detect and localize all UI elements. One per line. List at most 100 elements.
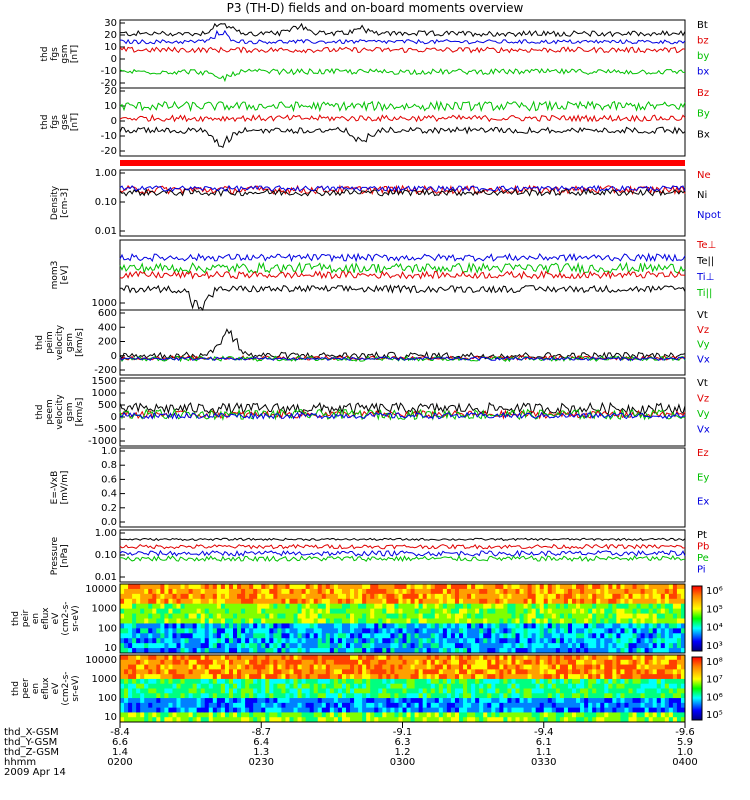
spectrogram-cell xyxy=(168,638,173,644)
spectrogram-cell xyxy=(559,669,565,675)
spectrogram-cell xyxy=(390,683,395,689)
spectrogram-cell xyxy=(531,698,537,704)
spectrogram-cell xyxy=(430,678,436,685)
spectrogram-cell xyxy=(680,702,686,709)
spectrogram-cell xyxy=(136,717,141,723)
spectrogram-cell xyxy=(463,588,468,595)
spectrogram-cell xyxy=(370,707,375,713)
spectrogram-cell xyxy=(644,659,650,666)
spectrogram-cell xyxy=(245,655,250,661)
spectrogram-cell xyxy=(273,702,278,709)
spectrogram-cell xyxy=(652,633,658,639)
spectrogram-cell xyxy=(200,613,206,619)
spectrogram-cell xyxy=(515,683,521,689)
spectrogram-cell xyxy=(289,588,295,595)
spectrogram-cell xyxy=(499,664,504,670)
spectrogram-cell xyxy=(426,698,432,704)
spectrogram-cell xyxy=(220,712,226,718)
spectrogram-cell xyxy=(608,717,613,723)
spectrogram-cell xyxy=(350,593,355,600)
spectrogram-cell xyxy=(354,613,359,619)
spectrogram-cell xyxy=(265,648,270,654)
spectrogram-cell xyxy=(636,598,642,605)
spectrogram-cell xyxy=(180,593,186,600)
spectrogram-cell xyxy=(370,618,375,624)
spectrogram-cell xyxy=(160,693,165,699)
spectrogram-cell xyxy=(559,688,565,694)
spectrogram-cell xyxy=(176,683,182,689)
spectrogram-cell xyxy=(495,633,500,639)
spectrogram-cell xyxy=(471,584,476,590)
spectrogram-cell xyxy=(212,608,218,615)
spectrogram-cell xyxy=(285,717,290,723)
spectrogram-cell xyxy=(450,618,456,624)
spectrogram-cell xyxy=(563,603,569,610)
spectrogram-cell xyxy=(612,655,617,661)
spectrogram-cell xyxy=(503,584,508,590)
spectrogram-cell xyxy=(350,712,355,718)
spectrogram-cell xyxy=(273,707,278,713)
spectrogram-cell xyxy=(390,643,395,649)
spectrogram-cell xyxy=(341,698,347,704)
spectrogram-cell xyxy=(511,628,516,634)
spectrogram-cell xyxy=(325,628,331,634)
spectrogram-cell xyxy=(410,712,416,718)
spectrogram-cell xyxy=(374,638,379,644)
spectrogram-cell xyxy=(652,593,658,600)
spectrogram-cell xyxy=(664,717,670,723)
spectrogram-cell xyxy=(459,678,464,685)
spectrogram-cell xyxy=(160,613,165,619)
spectrogram-cell xyxy=(233,664,238,670)
x-row-label: thd_X-GSM xyxy=(4,727,59,738)
spectrogram-cell xyxy=(555,618,561,624)
spectrogram-cell xyxy=(459,623,464,629)
spectrogram-cell xyxy=(410,674,416,680)
spectrogram-cell xyxy=(228,613,234,619)
y-tick-label: -500 xyxy=(94,424,117,435)
spectrogram-cell xyxy=(200,688,206,694)
spectrogram-cell xyxy=(576,588,581,595)
spectrogram-cell xyxy=(176,633,182,639)
spectrogram-cell xyxy=(305,693,311,699)
series-line-Te xyxy=(120,284,686,312)
spectrogram-cell xyxy=(281,588,286,595)
spectrogram-cell xyxy=(273,659,278,666)
spectrogram-cell xyxy=(608,702,613,709)
spectrogram-cell xyxy=(253,598,258,605)
spectrogram-cell xyxy=(531,712,537,718)
spectrogram-cell xyxy=(386,683,391,689)
spectrogram-cell xyxy=(600,717,605,723)
spectrogram-cell xyxy=(293,643,299,649)
spectrogram-cell xyxy=(374,669,379,675)
spectrogram-cell xyxy=(483,707,488,713)
spectrogram-cell xyxy=(128,588,133,595)
spectrogram-cell xyxy=(551,698,557,704)
spectrogram-cell xyxy=(648,633,654,639)
spectrogram-cell xyxy=(584,613,589,619)
spectrogram-cell xyxy=(196,588,202,595)
spectrogram-cell xyxy=(588,683,593,689)
spectrogram-cell xyxy=(398,648,403,654)
spectrogram-cell xyxy=(567,693,573,699)
spectrogram-cell xyxy=(152,659,157,666)
spectrogram-cell xyxy=(672,702,678,709)
spectrogram-cell xyxy=(604,717,609,723)
spectrogram-cell xyxy=(233,669,238,675)
spectrogram-cell xyxy=(450,623,456,629)
spectrogram-cell xyxy=(535,608,541,615)
spectrogram-cell xyxy=(531,628,537,634)
spectrogram-cell xyxy=(604,618,609,624)
spectrogram-cell xyxy=(257,717,262,723)
spectrogram-cell xyxy=(535,674,541,680)
spectrogram-cell xyxy=(237,598,242,605)
spectrogram-cell xyxy=(503,613,508,619)
spectrogram-cell xyxy=(144,669,149,675)
spectrogram-cell xyxy=(632,608,638,615)
spectrogram-cell xyxy=(204,664,210,670)
spectrogram-cell xyxy=(346,584,351,590)
spectrogram-cell xyxy=(184,674,190,680)
spectrogram-cell xyxy=(644,598,650,605)
spectrogram-cell xyxy=(410,678,416,685)
spectrogram-cell xyxy=(176,623,182,629)
legend-entry: bz xyxy=(697,36,709,47)
